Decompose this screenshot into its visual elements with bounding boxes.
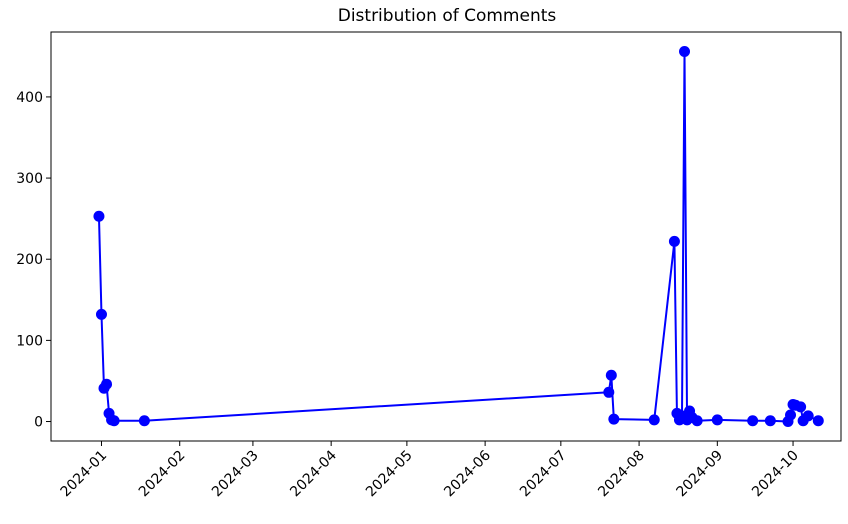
y-tick-label: 400	[16, 90, 43, 106]
data-point	[138, 415, 150, 427]
data-point	[608, 413, 620, 425]
y-axis: 0 100 200 300 400	[16, 90, 51, 431]
data-point	[605, 369, 617, 381]
data-point	[93, 210, 105, 222]
y-tick-label: 100	[16, 333, 43, 349]
y-tick-label: 200	[16, 252, 43, 268]
data-point	[802, 410, 814, 422]
plot-area	[93, 45, 824, 428]
data-point	[711, 414, 723, 426]
data-point	[668, 235, 680, 247]
data-point	[95, 308, 107, 320]
series-line	[97, 50, 819, 423]
x-tick-label: 2024-05	[363, 448, 416, 501]
data-point	[648, 414, 660, 426]
x-tick-label: 2024-04	[287, 447, 340, 500]
x-tick-label: 2024-06	[441, 447, 494, 500]
x-tick-label: 2024-09	[673, 448, 726, 501]
data-point	[603, 386, 615, 398]
x-tick-label: 2024-07	[517, 448, 570, 501]
y-tick-label: 0	[34, 415, 43, 431]
x-axis: 2024-01 2024-02 2024-03 2024-04 2024-05 2024-…	[58, 441, 802, 500]
data-point	[101, 378, 113, 390]
data-point	[812, 415, 824, 427]
x-tick-label: 2024-10	[749, 448, 802, 501]
data-point	[679, 45, 691, 57]
data-point	[108, 415, 120, 427]
axes-frame	[50, 31, 842, 442]
y-tick-label: 300	[16, 171, 43, 187]
data-point	[747, 415, 759, 427]
chart-title: Distribution of Comments	[338, 6, 557, 26]
data-point	[795, 401, 807, 413]
x-tick-label: 2024-08	[595, 448, 648, 501]
x-tick-label: 2024-02	[136, 448, 189, 501]
x-tick-label: 2024-03	[209, 448, 262, 501]
data-point	[691, 415, 703, 427]
data-point	[764, 415, 776, 427]
x-tick-label: 2024-01	[58, 448, 111, 501]
data-point	[785, 409, 797, 421]
